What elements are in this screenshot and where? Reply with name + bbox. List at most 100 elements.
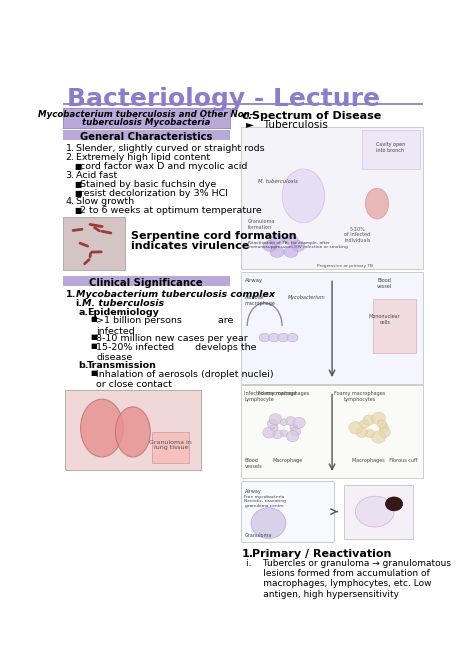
Ellipse shape <box>280 419 288 425</box>
Bar <box>241 127 423 269</box>
Ellipse shape <box>270 424 278 431</box>
Bar <box>152 432 190 463</box>
Text: Transmission: Transmission <box>87 360 157 370</box>
Ellipse shape <box>291 241 305 251</box>
Text: M. tuberculosis: M. tuberculosis <box>258 179 298 184</box>
Text: ■: ■ <box>90 334 97 340</box>
Bar <box>373 299 416 353</box>
Text: 5-10%
of infected
individuals: 5-10% of infected individuals <box>345 226 371 243</box>
Ellipse shape <box>385 497 402 511</box>
Text: 1.: 1. <box>65 290 76 299</box>
Text: Airway: Airway <box>245 278 263 283</box>
Bar <box>362 131 419 169</box>
Ellipse shape <box>356 427 367 438</box>
Ellipse shape <box>365 429 374 438</box>
Text: ■: ■ <box>75 188 82 198</box>
Text: Alveolar
macrophage: Alveolar macrophage <box>245 295 275 306</box>
Ellipse shape <box>365 188 389 219</box>
Text: Foamy macrophages
Lymphocytes: Foamy macrophages Lymphocytes <box>334 391 385 402</box>
Text: 1.: 1. <box>65 144 74 153</box>
Bar <box>241 385 423 478</box>
Text: Slender, slightly curved or straight rods: Slender, slightly curved or straight rod… <box>76 144 265 153</box>
Text: ■: ■ <box>75 206 82 215</box>
Text: Spectrum of Disease: Spectrum of Disease <box>252 111 382 121</box>
Ellipse shape <box>377 420 387 428</box>
Bar <box>241 272 423 384</box>
Text: Mycobacterium tuberculosis complex: Mycobacterium tuberculosis complex <box>76 290 275 299</box>
Bar <box>63 103 423 105</box>
Text: Airway: Airway <box>245 488 261 494</box>
Text: Granuloma
formation: Granuloma formation <box>247 219 275 230</box>
Text: 15-20% infected       develops the
disease: 15-20% infected develops the disease <box>96 343 257 362</box>
Text: 3.: 3. <box>65 171 74 180</box>
Text: Granuloma: Granuloma <box>245 533 272 538</box>
Ellipse shape <box>272 430 282 439</box>
Ellipse shape <box>349 421 363 434</box>
Text: Inhalation of aerosols (droplet nuclei)
or close contact: Inhalation of aerosols (droplet nuclei) … <box>96 370 274 389</box>
Text: Slow growth: Slow growth <box>76 198 135 206</box>
Bar <box>63 276 230 286</box>
Bar <box>63 131 230 141</box>
Text: ■: ■ <box>75 162 82 171</box>
Text: Free mycobacteria
Necrotic, caseating
granuloma centre: Free mycobacteria Necrotic, caseating gr… <box>244 494 286 508</box>
Ellipse shape <box>379 423 389 432</box>
Ellipse shape <box>263 241 277 251</box>
Ellipse shape <box>268 334 279 342</box>
Ellipse shape <box>363 415 374 425</box>
Bar <box>65 389 201 470</box>
Ellipse shape <box>284 247 298 257</box>
Ellipse shape <box>251 508 286 539</box>
Ellipse shape <box>360 420 369 428</box>
Text: 8-10 million new cases per year: 8-10 million new cases per year <box>96 334 248 343</box>
Ellipse shape <box>259 334 270 342</box>
Ellipse shape <box>356 496 394 527</box>
Ellipse shape <box>290 424 298 431</box>
Text: tuberculosis Mycobacteria: tuberculosis Mycobacteria <box>82 118 210 127</box>
Ellipse shape <box>286 417 296 425</box>
Ellipse shape <box>286 431 299 442</box>
Text: Foamy macrophages: Foamy macrophages <box>258 391 310 397</box>
Text: Macrophages   Fibrous cuff: Macrophages Fibrous cuff <box>352 458 418 464</box>
Ellipse shape <box>263 427 275 438</box>
Ellipse shape <box>278 334 289 342</box>
Text: ►   Tuberculosis: ► Tuberculosis <box>246 121 328 131</box>
Ellipse shape <box>270 234 284 245</box>
Text: M. tuberculosis: M. tuberculosis <box>82 299 164 308</box>
Text: Mycobacterium tuberculosis and Other Non-: Mycobacterium tuberculosis and Other Non… <box>38 110 254 119</box>
Text: b.: b. <box>79 360 89 370</box>
Text: Mycobacterium: Mycobacterium <box>288 295 326 300</box>
Ellipse shape <box>280 429 288 437</box>
Text: a.: a. <box>79 308 89 316</box>
Text: Clinical Significance: Clinical Significance <box>89 277 203 287</box>
Ellipse shape <box>269 413 282 425</box>
Text: 4.: 4. <box>65 198 74 206</box>
Text: Mononuclear
cells: Mononuclear cells <box>369 314 401 325</box>
Bar <box>344 484 413 539</box>
Ellipse shape <box>81 399 123 457</box>
Text: indicates virulence: indicates virulence <box>130 241 249 251</box>
Text: Blood
vessels: Blood vessels <box>245 458 262 469</box>
Text: c.: c. <box>241 111 252 121</box>
Text: Macrophage: Macrophage <box>273 458 303 464</box>
Text: Reactivation of TB: for example, after
immunosuppression, HIV infection or smoki: Reactivation of TB: for example, after i… <box>247 241 347 249</box>
Bar <box>241 481 334 543</box>
Text: Blood
vessel: Blood vessel <box>377 278 392 289</box>
Text: Cavity open
into bronch: Cavity open into bronch <box>375 142 405 153</box>
Ellipse shape <box>270 247 284 257</box>
Text: Acid fast: Acid fast <box>76 171 118 180</box>
Text: resist decolorization by 3% HCl: resist decolorization by 3% HCl <box>80 188 228 198</box>
Text: 2.: 2. <box>65 153 74 162</box>
Bar <box>63 218 125 270</box>
Bar <box>63 108 230 128</box>
Ellipse shape <box>293 417 305 428</box>
Text: 2 to 6 weeks at optimum temperature: 2 to 6 weeks at optimum temperature <box>80 206 262 215</box>
Text: >1 billion persons            are
infected: >1 billion persons are infected <box>96 316 234 336</box>
Ellipse shape <box>379 427 391 438</box>
Text: Stained by basic fuchsin dye: Stained by basic fuchsin dye <box>80 180 217 189</box>
Ellipse shape <box>267 419 277 428</box>
Text: i.    Tubercles or granuloma → granulomatous
      lesions formed from accumulat: i. Tubercles or granuloma → granulomatou… <box>246 559 451 599</box>
Text: 1.: 1. <box>241 549 254 559</box>
Ellipse shape <box>116 407 150 457</box>
Text: Granuloma in
lung tissue: Granuloma in lung tissue <box>149 440 192 450</box>
Ellipse shape <box>372 412 385 425</box>
